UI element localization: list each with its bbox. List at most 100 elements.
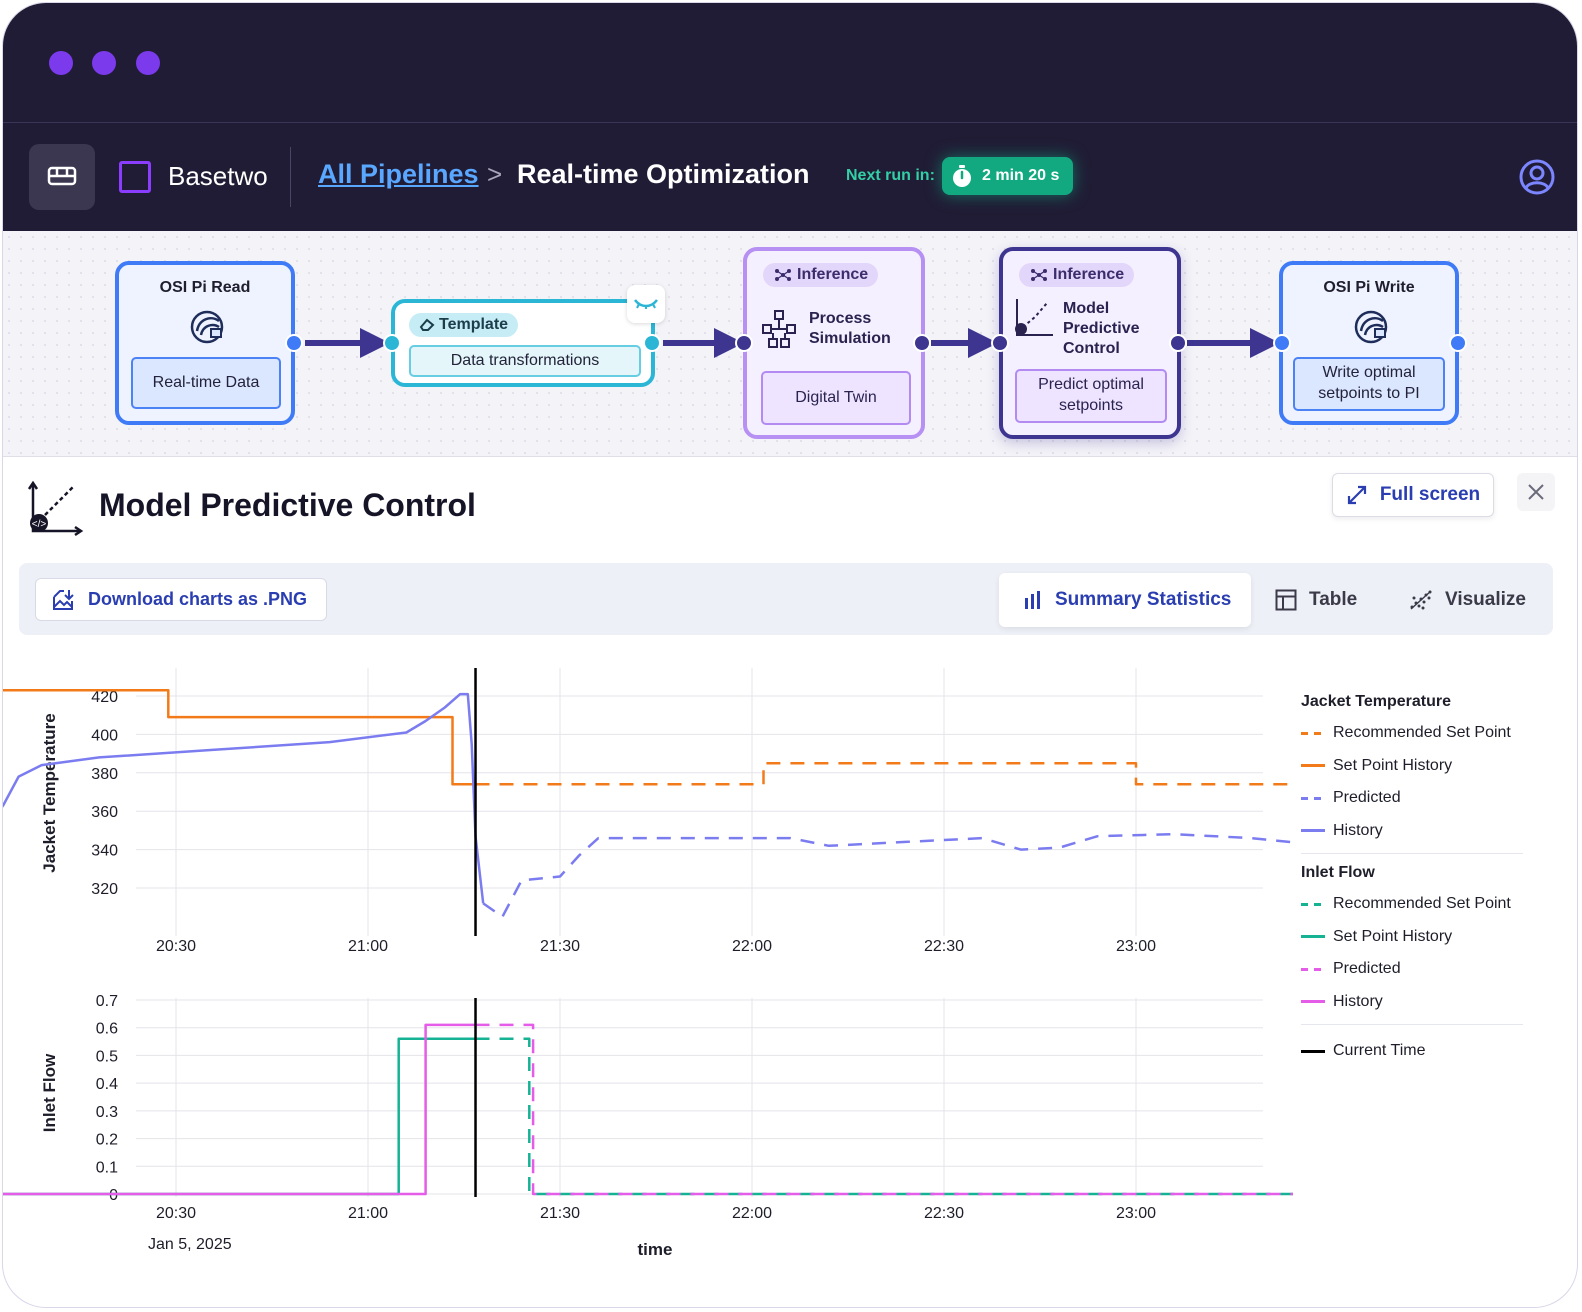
legend-item[interactable]: History	[1301, 986, 1541, 1019]
legend-swatch	[1301, 764, 1325, 768]
legend-item[interactable]: Set Point History	[1301, 750, 1541, 783]
legend-item[interactable]: Recommended Set Point	[1301, 717, 1541, 750]
process-flow-icon	[762, 310, 796, 348]
x-tick-label: 23:00	[1116, 1205, 1156, 1222]
tab-visualize[interactable]: Visualize	[1409, 573, 1526, 627]
node-osi-pi-read[interactable]: OSI Pi Read Real-time Data	[115, 261, 295, 425]
legend-divider	[1301, 1024, 1523, 1025]
fullscreen-button[interactable]: Full screen	[1332, 473, 1494, 517]
breadcrumb-all-pipelines[interactable]: All Pipelines	[318, 159, 479, 189]
mpc-panel-icon: </>	[27, 480, 84, 537]
node-inner-label: Digital Twin	[761, 371, 911, 425]
node-output-port[interactable]	[913, 334, 931, 352]
y-tick-label: 0.6	[96, 1021, 118, 1038]
download-label: Download charts as .PNG	[88, 589, 308, 609]
legend-group-title: Jacket Temperature	[1301, 693, 1451, 710]
template-tag: Template	[409, 313, 519, 337]
y-tick-label: 320	[91, 881, 118, 898]
window-close-dot[interactable]	[49, 51, 73, 75]
node-input-port[interactable]	[383, 334, 401, 352]
series-line-predicted	[482, 832, 1293, 919]
legend-swatch	[1301, 796, 1325, 800]
legend-item[interactable]: Predicted	[1301, 953, 1541, 986]
legend-item[interactable]: History	[1301, 815, 1541, 848]
node-template[interactable]: Template Data transformations	[391, 285, 665, 387]
x-tick-label: 21:30	[540, 938, 580, 955]
node-title: OSI Pi Read	[159, 279, 251, 296]
node-output-port[interactable]	[1169, 334, 1187, 352]
hide-node-button[interactable]	[627, 285, 665, 323]
x-tick-label: 22:30	[924, 938, 964, 955]
osi-pi-icon	[1354, 310, 1388, 344]
legend-label: History	[1333, 821, 1383, 839]
legend-swatch	[1301, 967, 1325, 971]
y-tick-label: 0.5	[96, 1048, 118, 1065]
legend-group-inlet: Recommended Set Point Set Point History Pr…	[1301, 888, 1541, 1018]
legend-label: Recommended Set Point	[1333, 895, 1511, 913]
menu-button[interactable]	[29, 144, 95, 210]
node-inner-label: Real-time Data	[131, 357, 281, 409]
x-tick-label: 20:30	[156, 938, 196, 955]
tab-label: Table	[1309, 589, 1358, 610]
series-line-set-point-history	[3, 688, 476, 786]
legend-group-title: Inlet Flow	[1301, 864, 1375, 881]
window-maximize-dot[interactable]	[136, 51, 160, 75]
y-tick-label: 400	[91, 727, 118, 744]
table-icon	[1275, 589, 1297, 611]
breadcrumb-separator: >	[487, 159, 503, 189]
legend-swatch	[1301, 935, 1325, 939]
close-panel-button[interactable]	[1517, 473, 1555, 511]
stopwatch-icon	[953, 165, 971, 187]
node-osi-pi-write[interactable]: OSI Pi Write Write optimal setpoints to …	[1279, 261, 1459, 425]
window-minimize-dot[interactable]	[92, 51, 116, 75]
user-avatar-icon[interactable]	[1519, 159, 1555, 195]
legend-item-current-time[interactable]: Current Time	[1301, 1035, 1541, 1068]
legend-label: Set Point History	[1333, 927, 1453, 945]
node-inner-label: Write optimal setpoints to PI	[1293, 357, 1445, 411]
tab-label: Summary Statistics	[1055, 589, 1232, 610]
legend-swatch	[1301, 1000, 1325, 1004]
next-run-badge: 2 min 20 s	[942, 157, 1074, 195]
node-input-port[interactable]	[735, 334, 753, 352]
scatter-icon	[1410, 590, 1432, 610]
node-process-simulation[interactable]: Inference Process Simulation Digital Twi…	[743, 247, 925, 439]
node-input-port[interactable]	[1273, 334, 1291, 352]
tab-summary-statistics[interactable]: Summary Statistics	[999, 573, 1252, 627]
legend-group-jacket: Recommended Set Point Set Point History Pr…	[1301, 717, 1541, 847]
node-model-predictive-control[interactable]: Inference Model Predictive Control Predi…	[999, 247, 1181, 439]
legend-label: Current Time	[1333, 1042, 1426, 1060]
y-tick-label: 360	[91, 804, 118, 821]
tag-label: Inference	[797, 266, 869, 283]
fullscreen-label: Full screen	[1379, 484, 1481, 505]
apps-icon	[47, 166, 77, 186]
legend-divider	[1301, 853, 1523, 854]
legend-item[interactable]: Recommended Set Point	[1301, 888, 1541, 921]
tag-label: Inference	[1053, 266, 1125, 283]
legend-item[interactable]: Predicted	[1301, 782, 1541, 815]
network-icon	[775, 269, 791, 281]
tab-label: Visualize	[1445, 589, 1526, 610]
osi-pi-icon	[190, 310, 224, 344]
node-title: OSI Pi Write	[1323, 279, 1415, 296]
node-output-port[interactable]	[1449, 334, 1467, 352]
x-tick-label: 20:30	[156, 1205, 196, 1222]
node-output-port[interactable]	[285, 334, 303, 352]
legend-item[interactable]: Set Point History	[1301, 921, 1541, 954]
date-label: Jan 5, 2025	[148, 1236, 232, 1253]
page-title: Real-time Optimization	[517, 159, 810, 189]
download-charts-button[interactable]: Download charts as .PNG	[35, 578, 327, 621]
top-navbar: Basetwo All Pipelines > Real-time Optimi…	[3, 123, 1577, 231]
brand-name: Basetwo	[168, 161, 268, 191]
tab-table[interactable]: Table	[1275, 573, 1357, 627]
legend-label: Predicted	[1333, 789, 1401, 807]
y-axis-title: Jacket Temperature	[40, 713, 59, 872]
chart-legend: Jacket Temperature Recommended Set Point…	[1301, 693, 1541, 1068]
node-output-port[interactable]	[643, 334, 661, 352]
series-line-history	[3, 692, 485, 904]
series-line-predicted	[475, 1023, 1293, 1196]
legend-swatch	[1301, 829, 1325, 833]
x-tick-label: 22:00	[732, 938, 772, 955]
node-input-port[interactable]	[991, 334, 1009, 352]
eye-closed-icon	[634, 299, 658, 309]
legend-label: Recommended Set Point	[1333, 724, 1511, 742]
